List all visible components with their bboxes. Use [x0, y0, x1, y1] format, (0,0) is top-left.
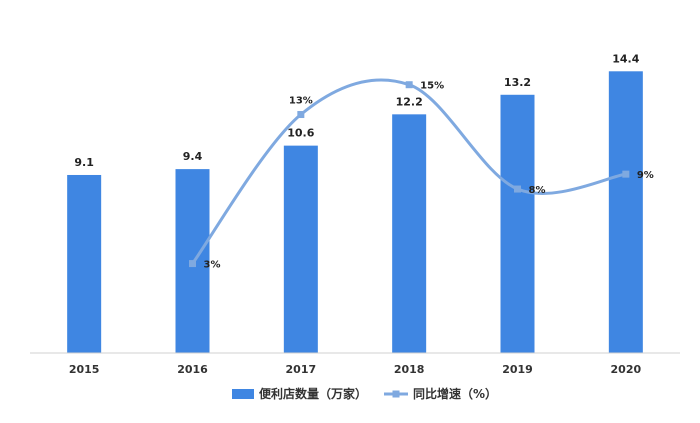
bar-2020	[608, 71, 643, 354]
bar-2019	[500, 94, 535, 354]
bar-2017	[283, 145, 318, 353]
x-tick-2020: 2020	[611, 363, 642, 376]
bar-value-label-2016: 9.4	[183, 150, 203, 163]
line-point-2016	[189, 260, 196, 268]
bar-2018	[392, 114, 427, 354]
x-tick-2015: 2015	[69, 363, 100, 376]
x-tick-2018: 2018	[394, 363, 425, 376]
line-value-label-2019: 8%	[529, 185, 546, 196]
line-point-2017	[297, 111, 305, 119]
legend-bar-label: 便利店数量（万家）	[259, 386, 367, 401]
bar-value-label-2015: 9.1	[74, 156, 94, 169]
bar-value-label-2018: 12.2	[396, 95, 423, 108]
x-axis-ticks: 2015 2016 2017 2018 2019 2020	[69, 363, 642, 376]
line-point-2018	[405, 81, 413, 89]
bar-value-label-2019: 13.2	[504, 76, 531, 89]
bar-value-label-2020: 14.4	[612, 52, 639, 65]
legend: 便利店数量（万家） 同比增速（%）	[232, 386, 497, 401]
legend-bar-swatch	[232, 389, 254, 399]
legend-line-label: 同比增速（%）	[413, 386, 497, 401]
line-point-2019	[514, 185, 521, 193]
x-tick-2019: 2019	[502, 363, 533, 376]
x-tick-2016: 2016	[177, 363, 208, 376]
legend-line-marker	[392, 390, 400, 398]
line-value-label-2017: 13%	[289, 96, 313, 107]
line-value-label-2020: 9%	[637, 170, 654, 181]
bar-2015	[67, 174, 102, 353]
x-tick-2017: 2017	[286, 363, 317, 376]
line-value-label-2018: 15%	[420, 81, 444, 92]
bar-series: 9.1 9.4 10.6 12.2 13.2 14.4	[67, 52, 643, 354]
line-point-2020	[622, 170, 630, 178]
line-series: 3% 13% 15% 8% 9%	[189, 78, 654, 271]
line-value-label-2016: 3%	[204, 260, 221, 271]
bar-value-label-2017: 10.6	[287, 127, 314, 140]
